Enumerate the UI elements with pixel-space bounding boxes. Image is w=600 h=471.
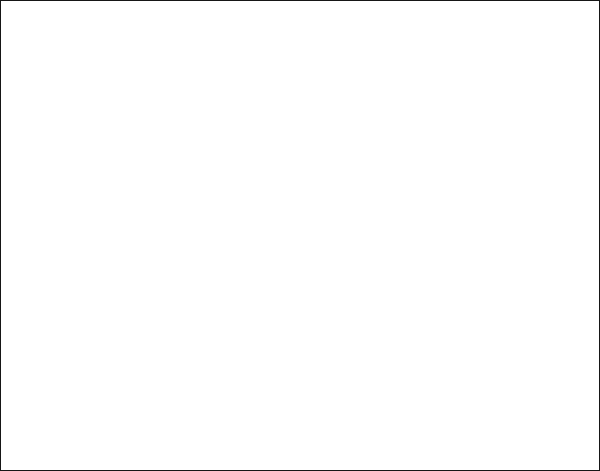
chart-frame xyxy=(0,0,600,471)
age-group-dumbbell-chart xyxy=(1,1,599,470)
